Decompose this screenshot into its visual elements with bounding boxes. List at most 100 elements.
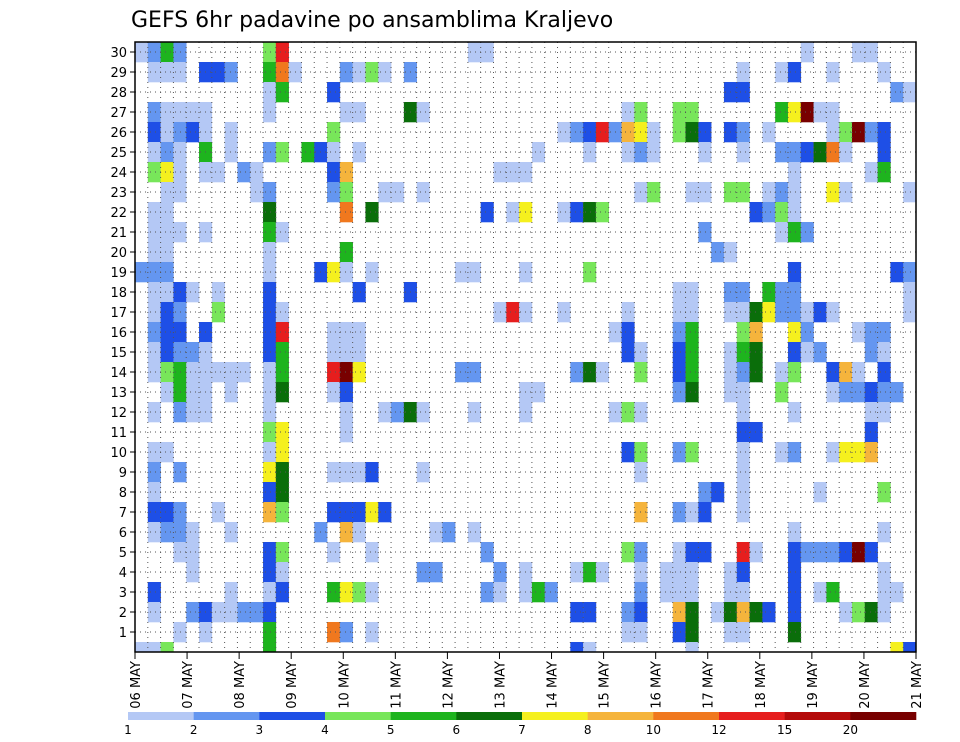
heatmap-cell: [147, 482, 161, 503]
y-axis: 1234567891011121314151617181920212223242…: [110, 46, 135, 641]
heatmap-cell: [736, 302, 750, 323]
heatmap-cell: [147, 582, 161, 603]
heatmap-cell: [160, 362, 174, 383]
heatmap-cell: [352, 62, 366, 83]
heatmap-cell: [736, 402, 750, 423]
heatmap-cell: [160, 162, 174, 183]
heatmap-cell: [736, 382, 750, 403]
heatmap-cell: [224, 582, 238, 603]
heatmap-cell: [160, 442, 174, 463]
y-tick-label: 9: [119, 466, 127, 481]
heatmap-cell: [275, 562, 289, 583]
heatmap-cell: [365, 542, 379, 563]
legend-swatch: [390, 712, 457, 720]
heatmap-cell: [864, 602, 878, 623]
heatmap-cell: [877, 162, 891, 183]
x-tick-label: 21 MAY: [910, 661, 925, 709]
heatmap-cell: [787, 582, 802, 603]
heatmap-cell: [135, 642, 149, 652]
heatmap-cell: [263, 62, 277, 83]
heatmap-cell: [621, 142, 635, 163]
legend-swatch: [193, 712, 260, 720]
heatmap-cell: [800, 302, 814, 323]
heatmap-cell: [263, 242, 277, 263]
heatmap-cell: [263, 102, 277, 123]
heatmap-cell: [263, 362, 277, 383]
heatmap-cell: [711, 602, 725, 623]
heatmap-cell: [762, 122, 776, 143]
x-tick-label: 06 MAY: [129, 661, 144, 709]
heatmap-cell: [672, 302, 686, 323]
legend-swatch: [456, 712, 523, 720]
x-tick-label: 17 MAY: [702, 661, 717, 709]
legend-swatch: [784, 712, 851, 720]
heatmap-cell: [787, 162, 802, 183]
y-tick-label: 15: [110, 346, 127, 361]
heatmap-cell: [775, 282, 789, 303]
heatmap-cell: [851, 362, 866, 383]
heatmap-cell: [672, 362, 686, 383]
heatmap-cell: [621, 402, 635, 423]
heatmap-cell: [352, 582, 366, 603]
heatmap-cell: [672, 342, 686, 363]
heatmap-cell: [339, 622, 353, 643]
heatmap-cell: [275, 422, 289, 443]
heatmap-cell: [685, 282, 699, 303]
heatmap-cell: [685, 622, 699, 643]
x-axis: 06 MAY 07 MAY 08 MAY 09 MAY 10 MAY 11 MAY 12 M…: [129, 652, 925, 709]
y-tick-label: 12: [110, 406, 127, 421]
heatmap-cell: [685, 322, 699, 343]
heatmap-cell: [583, 602, 597, 623]
heatmap-cell: [327, 262, 341, 283]
heatmap-cell: [378, 182, 392, 203]
heatmap-cell: [186, 522, 200, 543]
heatmap-cell: [275, 382, 289, 403]
heatmap-cell: [365, 202, 379, 223]
legend-label: 3: [256, 723, 264, 737]
heatmap-cell: [736, 62, 750, 83]
heatmap-cell: [698, 182, 712, 203]
heatmap-cell: [263, 202, 277, 223]
heatmap-cell: [736, 502, 750, 523]
heatmap-cell: [339, 402, 353, 423]
heatmap-cell: [275, 542, 289, 563]
heatmap-cell: [173, 522, 187, 543]
heatmap-cell: [173, 322, 187, 343]
heatmap-cell: [365, 62, 379, 83]
heatmap-cell: [787, 362, 802, 383]
heatmap-cell: [826, 62, 840, 83]
heatmap-cell: [263, 582, 277, 603]
heatmap-cell: [864, 162, 878, 183]
heatmap-cell: [352, 462, 366, 483]
heatmap-cell: [339, 162, 353, 183]
heatmap-cell: [877, 382, 891, 403]
heatmap-cell: [672, 102, 686, 123]
legend-swatch: [128, 712, 194, 720]
heatmap-cell: [173, 382, 187, 403]
heatmap-cell: [135, 262, 149, 283]
heatmap-cell: [173, 362, 187, 383]
heatmap-cell: [672, 562, 686, 583]
legend-label: 20: [843, 723, 858, 737]
heatmap-cell: [890, 382, 904, 403]
legend-swatch: [522, 712, 588, 720]
heatmap-cell: [851, 602, 866, 623]
heatmap-cell: [583, 642, 597, 652]
heatmap-cell: [173, 122, 187, 143]
heatmap-cell: [173, 222, 187, 243]
heatmap-cell: [890, 582, 904, 603]
heatmap-cell: [224, 142, 238, 163]
heatmap-cell: [275, 322, 289, 343]
heatmap-cell: [570, 602, 584, 623]
heatmap-cell: [275, 302, 289, 323]
heatmap-cell: [736, 182, 750, 203]
heatmap-cell: [339, 382, 353, 403]
heatmap-cell: [800, 342, 814, 363]
heatmap-cell: [263, 342, 277, 363]
heatmap-cell: [557, 122, 571, 143]
heatmap-cell: [787, 562, 802, 583]
heatmap-cell: [173, 182, 187, 203]
heatmap-cell: [263, 502, 277, 523]
y-tick-label: 4: [119, 566, 127, 581]
heatmap-cell: [800, 102, 814, 123]
